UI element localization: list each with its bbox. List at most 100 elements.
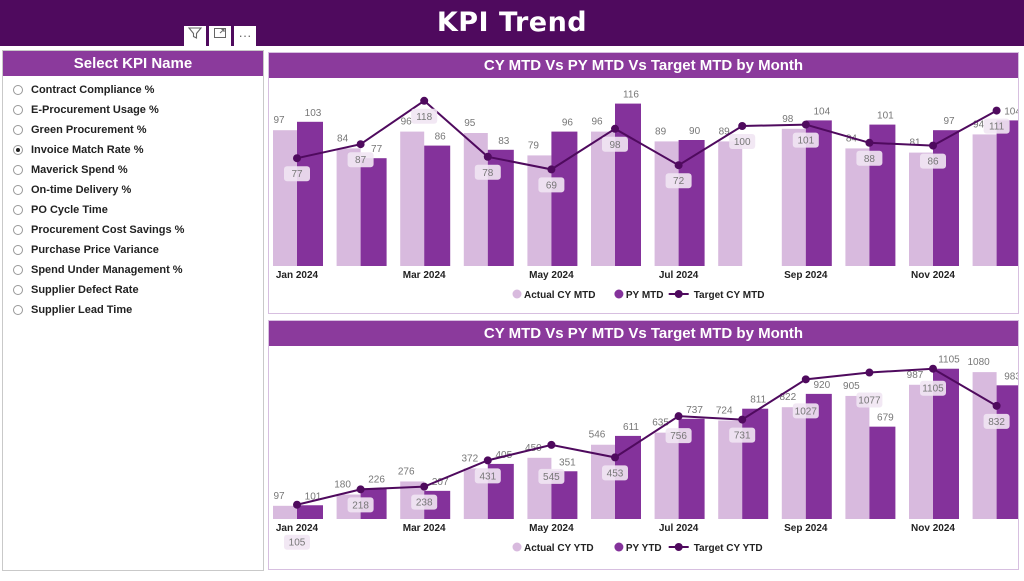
target-point [674, 412, 683, 421]
actual-bar [527, 155, 552, 266]
actual-data-label: 89 [655, 126, 667, 137]
py-data-label: 90 [689, 126, 701, 137]
actual-bar [527, 457, 552, 519]
radio-icon[interactable] [13, 165, 23, 175]
slicer-item[interactable]: Invoice Match Rate % [13, 140, 263, 160]
slicer-item[interactable]: PO Cycle Time [13, 200, 263, 220]
py-data-label: 983 [1004, 371, 1018, 382]
radio-icon[interactable] [13, 245, 23, 255]
target-point [801, 375, 810, 384]
target-label-box [920, 153, 946, 169]
actual-data-label: 987 [907, 370, 924, 381]
slicer-item-label: PO Cycle Time [31, 204, 108, 216]
target-data-label: 1027 [795, 406, 818, 417]
radio-icon[interactable] [13, 105, 23, 115]
radio-icon[interactable] [13, 285, 23, 295]
radio-icon[interactable] [13, 265, 23, 275]
actual-data-label: 276 [398, 466, 415, 477]
target-data-label: 118 [416, 112, 432, 123]
slicer-item-label: Procurement Cost Savings % [31, 224, 185, 236]
mtd-chart-panel: CY MTD Vs PY MTD Vs Target MTD by Month … [268, 52, 1019, 314]
actual-bar [654, 432, 679, 519]
slicer-item[interactable]: Purchase Price Variance [13, 240, 263, 260]
target-label-box [920, 380, 946, 396]
radio-icon[interactable] [13, 305, 23, 315]
slicer-item[interactable]: Procurement Cost Savings % [13, 220, 263, 240]
target-data-label: 98 [609, 140, 621, 151]
py-bar [360, 158, 387, 266]
py-data-label: 611 [623, 422, 639, 433]
slicer-item[interactable]: Maverick Spend % [13, 160, 263, 180]
slicer-item-label: E-Procurement Usage % [31, 104, 159, 116]
slicer-item[interactable]: Supplier Lead Time [13, 300, 263, 320]
radio-icon[interactable] [13, 205, 23, 215]
actual-bar [845, 148, 870, 266]
target-point [420, 482, 429, 491]
target-point [611, 124, 619, 133]
radio-icon[interactable] [13, 225, 23, 235]
target-data-label: 69 [546, 180, 558, 191]
target-label-box [602, 136, 628, 152]
target-data-label: 101 [797, 136, 814, 147]
actual-data-label: 89 [719, 126, 731, 137]
chart-title: CY MTD Vs PY MTD Vs Target MTD by Month [269, 321, 1018, 346]
actual-bar [909, 152, 933, 266]
actual-data-label: 97 [273, 115, 285, 126]
target-data-label: 1105 [922, 384, 944, 395]
slicer-item-label: Invoice Match Rate % [31, 144, 144, 156]
target-label-box [602, 465, 628, 481]
py-bar [869, 124, 896, 266]
actual-data-label: 96 [401, 117, 413, 128]
target-label-box [792, 132, 819, 148]
target-data-label: 77 [291, 169, 303, 180]
py-data-label: 104 [1004, 106, 1018, 117]
actual-data-label: 1080 [967, 357, 990, 368]
x-tick-label: Mar 2024 [403, 270, 446, 281]
slicer-item[interactable]: Contract Compliance % [13, 80, 263, 100]
actual-data-label: 84 [846, 133, 858, 144]
legend-marker [614, 542, 624, 552]
actual-bar [781, 407, 806, 519]
radio-icon[interactable] [13, 125, 23, 135]
target-point [865, 138, 874, 147]
target-data-label: 87 [355, 155, 367, 166]
radio-selected-icon[interactable] [13, 145, 23, 155]
slicer-item-label: Green Procurement % [31, 124, 147, 136]
slicer-title: Select KPI Name [3, 51, 263, 76]
target-data-label: 756 [670, 431, 687, 442]
target-label-box [347, 497, 374, 513]
actual-data-label: 97 [273, 491, 285, 502]
target-label-box [474, 164, 501, 180]
target-point [356, 140, 365, 149]
target-point [611, 453, 619, 462]
legend-label: Target CY YTD [694, 543, 763, 554]
visual-header-tools: ··· [184, 26, 256, 46]
slicer-item[interactable]: On-time Delivery % [13, 180, 263, 200]
target-label-box [729, 134, 756, 149]
filter-icon[interactable] [184, 26, 206, 46]
actual-bar [591, 131, 615, 266]
radio-icon[interactable] [13, 85, 23, 95]
x-tick-label: Nov 2024 [911, 270, 955, 281]
py-data-label: 226 [368, 474, 385, 485]
more-options-button[interactable]: ··· [234, 26, 256, 46]
slicer-item[interactable]: E-Procurement Usage % [13, 100, 263, 120]
slicer-item[interactable]: Spend Under Management % [13, 260, 263, 280]
py-data-label: 104 [813, 106, 830, 117]
slicer-item[interactable]: Green Procurement % [13, 120, 263, 140]
target-data-label: 832 [988, 417, 1005, 428]
py-data-label: 811 [750, 395, 766, 406]
x-tick-label: Nov 2024 [911, 523, 955, 534]
actual-bar [845, 395, 870, 519]
target-data-label: 431 [479, 471, 496, 482]
actual-bar [654, 141, 679, 266]
target-label-box [284, 534, 310, 550]
slicer-item-label: Supplier Lead Time [31, 304, 133, 316]
focus-mode-icon[interactable] [209, 26, 231, 46]
slicer-item[interactable]: Supplier Defect Rate [13, 280, 263, 300]
actual-data-label: 84 [337, 133, 349, 144]
legend-marker [674, 290, 683, 298]
radio-icon[interactable] [13, 185, 23, 195]
actual-data-label: 546 [589, 430, 606, 441]
